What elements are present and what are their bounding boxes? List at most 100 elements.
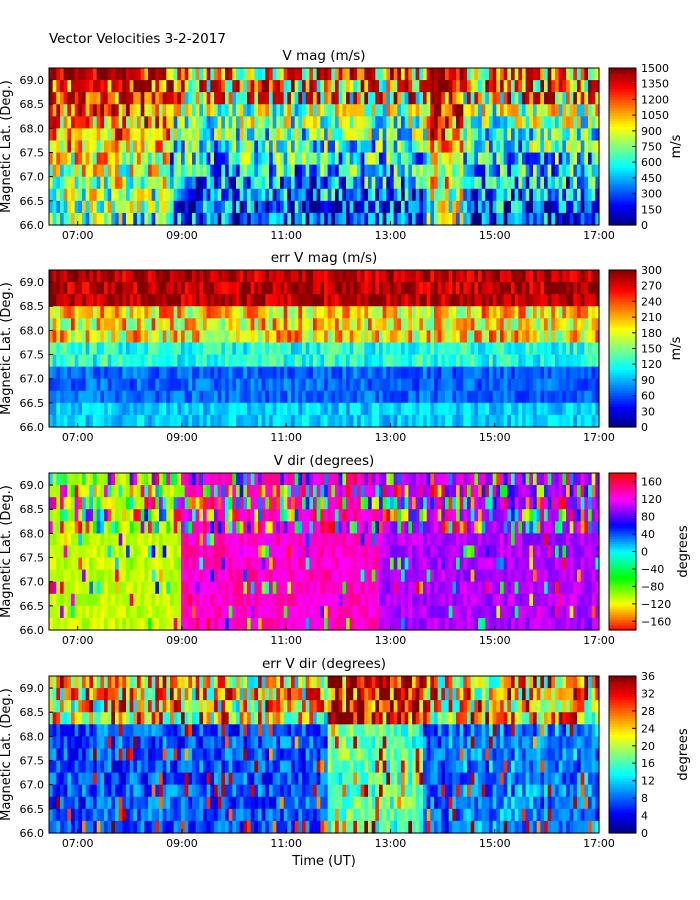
heatmap-cell	[448, 116, 453, 129]
heatmap-cell	[67, 270, 72, 283]
heatmap-cell	[52, 509, 57, 522]
heatmap-cell	[401, 116, 406, 129]
heatmap-cell	[269, 104, 274, 117]
heatmap-cell	[261, 68, 266, 81]
heatmap-cell	[386, 152, 391, 166]
heatmap-cell	[492, 152, 497, 166]
heatmap-cell	[390, 270, 395, 283]
heatmap-cell	[181, 569, 186, 583]
heatmap-cell	[140, 116, 145, 129]
heatmap-cell	[188, 557, 193, 571]
heatmap-cell	[111, 402, 116, 416]
heatmap-cell	[89, 366, 94, 380]
heatmap-cell	[243, 140, 248, 154]
heatmap-cell	[118, 533, 123, 547]
heatmap-cell	[258, 294, 263, 307]
heatmap-cell	[492, 176, 497, 190]
heatmap-cell	[368, 104, 373, 117]
heatmap-cell	[404, 318, 409, 331]
heatmap-cell	[104, 402, 109, 416]
heatmap-cell	[379, 378, 384, 392]
heatmap-cell	[580, 366, 585, 380]
heatmap-cell	[228, 497, 233, 510]
heatmap-cell	[159, 605, 164, 619]
heatmap-cell	[459, 330, 464, 344]
heatmap-cell	[393, 366, 398, 380]
heatmap-cell	[60, 617, 65, 631]
heatmap-cell	[122, 366, 127, 380]
heatmap-cell	[324, 164, 329, 178]
heatmap-cell	[93, 557, 98, 571]
heatmap-cell	[280, 68, 285, 81]
heatmap-cell	[221, 354, 226, 368]
heatmap-cell	[159, 390, 164, 404]
heatmap-cell	[371, 330, 376, 344]
heatmap-cell	[324, 330, 329, 344]
heatmap-cell	[217, 306, 222, 319]
heatmap-cell	[280, 378, 285, 392]
heatmap-cell	[85, 569, 90, 583]
heatmap-cell	[514, 152, 519, 166]
heatmap-cell	[225, 545, 230, 559]
heatmap-cell	[507, 176, 512, 190]
heatmap-cell	[199, 557, 204, 571]
colorbar-step	[609, 324, 636, 329]
heatmap-cell	[144, 485, 149, 498]
heatmap-cell	[126, 68, 131, 81]
heatmap-cell	[133, 176, 138, 190]
heatmap-cell	[500, 80, 505, 93]
heatmap-cell	[371, 164, 376, 178]
heatmap-cell	[162, 342, 167, 356]
heatmap-cell	[481, 176, 486, 190]
heatmap-cell	[489, 390, 494, 404]
heatmap-cell	[140, 605, 145, 619]
heatmap-cell	[52, 212, 57, 226]
heatmap-cell	[214, 533, 219, 547]
heatmap-cell	[335, 188, 340, 202]
heatmap-cell	[192, 593, 197, 607]
colorbar-step	[609, 301, 636, 305]
heatmap-cell	[155, 473, 160, 486]
heatmap-cell	[89, 521, 94, 534]
heatmap-cell	[511, 294, 516, 307]
heatmap-cell	[228, 366, 233, 380]
heatmap-cell	[496, 270, 501, 283]
heatmap-cell	[423, 354, 428, 368]
heatmap-cell	[408, 270, 413, 283]
heatmap-cell	[547, 270, 552, 283]
heatmap-cell	[56, 485, 61, 498]
heatmap-cell	[100, 212, 105, 226]
colorbar-tick-label: 120	[641, 358, 662, 371]
heatmap-cell	[408, 68, 413, 81]
heatmap-cell	[82, 545, 87, 559]
heatmap-cell	[206, 104, 211, 117]
heatmap-cell	[71, 282, 76, 295]
heatmap-cell	[107, 366, 112, 380]
heatmap-cell	[320, 188, 325, 202]
heatmap-cell	[313, 164, 318, 178]
heatmap-cell	[63, 569, 68, 583]
heatmap-cell	[89, 533, 94, 547]
heatmap-cell	[401, 342, 406, 356]
heatmap-cell	[203, 509, 208, 522]
heatmap-cell	[408, 282, 413, 295]
heatmap-cell	[232, 270, 237, 283]
heatmap-cell	[170, 200, 175, 214]
heatmap-cell	[577, 402, 582, 416]
heatmap-cell	[49, 188, 54, 202]
heatmap-cell	[129, 306, 134, 319]
colorbar-step	[609, 351, 636, 355]
heatmap-cell	[188, 128, 193, 142]
heatmap-cell	[56, 366, 61, 380]
heatmap-cell	[331, 140, 336, 154]
heatmap-cell	[192, 545, 197, 559]
heatmap-cell	[401, 152, 406, 166]
heatmap-cell	[349, 414, 354, 428]
heatmap-cell	[177, 306, 182, 319]
heatmap-cell	[49, 617, 54, 631]
heatmap-cell	[364, 366, 369, 380]
heatmap-cell	[595, 402, 600, 416]
heatmap-cell	[360, 402, 365, 416]
heatmap-cell	[294, 188, 299, 202]
heatmap-cell	[111, 212, 116, 226]
